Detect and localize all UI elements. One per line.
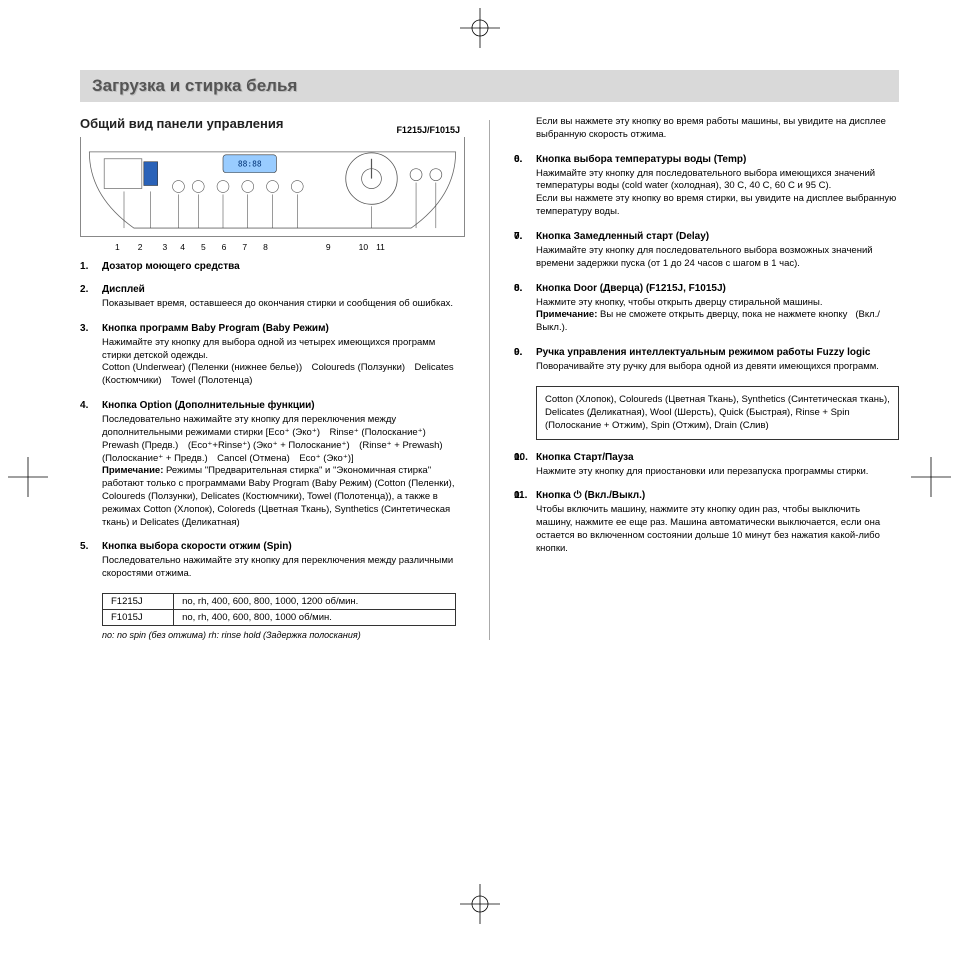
right-intro: Если вы нажмете эту кнопку во время рабо… [514, 116, 899, 142]
crop-mark-right [911, 457, 951, 497]
item-title: Кнопка ⏻ (Вкл./Выкл.) [536, 490, 899, 501]
callout-6: 6 [222, 242, 227, 252]
item-body: Нажмите эту кнопку для приостановки или … [536, 466, 899, 479]
item-body: Поворачивайте эту ручку для выбора одной… [536, 361, 899, 374]
callout-2: 2 [138, 242, 143, 252]
spin-table: F1215J no, rh, 400, 600, 800, 1000, 1200… [102, 593, 456, 626]
item-body: Нажимайте эту кнопку для последовательно… [536, 168, 899, 219]
right-item-list: 6. Кнопка выбора температуры воды (Temp) Н… [514, 154, 899, 556]
callout-5: 5 [201, 242, 206, 252]
item-note: Примечание: Режимы "Предварительная стир… [102, 465, 465, 529]
left-column: Общий вид панели управления F1215J/F1015… [80, 116, 465, 640]
item-title: Кнопка выбора температуры воды (Temp) [536, 154, 899, 165]
callout-3: 3 [162, 242, 167, 252]
list-item: 8. Кнопка Door (Дверца) (F1215J, F1015J) Н… [514, 283, 899, 335]
list-item: Кнопка выбора скорости отжим (Spin) После… [80, 541, 465, 581]
callout-8: 8 [263, 242, 268, 252]
title-banner: Загрузка и стирка белья [80, 70, 899, 102]
list-item: Кнопка Option (Дополнительные функции) По… [80, 400, 465, 529]
column-divider [489, 120, 490, 640]
panel-diagram: 88:88 [81, 137, 464, 236]
right-column: Если вы нажмете эту кнопку во время рабо… [514, 116, 899, 640]
item-title: Кнопка выбора скорости отжим (Spin) [102, 541, 465, 552]
list-item: Дисплей Показывает время, оставшееся до о… [80, 284, 465, 311]
list-item: 9. Ручка управления интеллектуальным режи… [514, 347, 899, 374]
left-item-list: Дозатор моющего средства Дисплей Показывае… [80, 261, 465, 581]
item-body: Последовательно нажимайте эту кнопку для… [102, 555, 465, 581]
item-body: Последовательно нажимайте эту кнопку для… [102, 414, 465, 465]
item-note: Примечание: Вы не сможете открыть дверцу… [536, 309, 899, 335]
list-item: 11. Кнопка ⏻ (Вкл./Выкл.) Чтобы включить м… [514, 490, 899, 555]
item-title: Дисплей [102, 284, 465, 295]
item-body: Нажимайте эту кнопку для последовательно… [536, 245, 899, 271]
list-item: 7. Кнопка Замедленный старт (Delay) Нажима… [514, 231, 899, 271]
list-item: Кнопка программ Baby Program (Baby Режим… [80, 323, 465, 388]
control-panel-figure: F1215J/F1015J 88:88 [80, 137, 465, 237]
callout-11: 11 [376, 242, 385, 252]
item-title: Кнопка Door (Дверца) (F1215J, F1015J) [536, 283, 899, 294]
item-number: 7. [514, 231, 522, 242]
spin-values-2: no, rh, 400, 600, 800, 1000 об/мин. [174, 610, 456, 626]
page-title: Загрузка и стирка белья [92, 76, 887, 96]
item-number: 8. [514, 283, 522, 294]
svg-text:88:88: 88:88 [238, 160, 262, 169]
table-row: F1215J no, rh, 400, 600, 800, 1000, 1200… [103, 594, 456, 610]
model-label: F1215J/F1015J [396, 125, 460, 135]
item-number: 11. [514, 490, 527, 501]
spin-model-2: F1015J [103, 610, 174, 626]
item-title: Кнопка Option (Дополнительные функции) [102, 400, 465, 411]
callout-1: 1 [115, 242, 120, 252]
item-body: Показывает время, оставшееся до окончани… [102, 298, 465, 311]
spin-model-1: F1215J [103, 594, 174, 610]
callout-9: 9 [326, 242, 331, 252]
item-body: Чтобы включить машину, нажмите эту кнопк… [536, 504, 899, 555]
crop-mark-bottom [460, 884, 500, 924]
callout-row: 1 2 3 4 5 6 7 8 9 10 11 [81, 242, 464, 252]
list-item: 10. Кнопка Старт/Пауза Нажмите эту кнопку … [514, 452, 899, 479]
programs-box: Cotton (Хлопок), Coloureds (Цветная Ткан… [536, 386, 899, 440]
item-title: Кнопка Замедленный старт (Delay) [536, 231, 899, 242]
item-title: Дозатор моющего средства [102, 261, 465, 272]
item-title: Ручка управления интеллектуальным режимо… [536, 347, 899, 358]
item-number: 9. [514, 347, 522, 358]
callout-7: 7 [242, 242, 247, 252]
two-column-layout: Общий вид панели управления F1215J/F1015… [80, 116, 899, 640]
item-title: Кнопка Старт/Пауза [536, 452, 899, 463]
item-title: Кнопка программ Baby Program (Baby Режим… [102, 323, 465, 334]
crop-mark-top [460, 8, 500, 48]
page-content: Загрузка и стирка белья Общий вид панели… [80, 70, 899, 844]
crop-mark-left [8, 457, 48, 497]
spin-footnote: no: no spin (без отжима) rh: rinse hold … [102, 630, 465, 640]
table-row: F1015J no, rh, 400, 600, 800, 1000 об/ми… [103, 610, 456, 626]
callout-4: 4 [180, 242, 185, 252]
callout-10: 10 [359, 242, 368, 252]
item-number: 6. [514, 154, 522, 165]
item-body: Нажмите эту кнопку, чтобы открыть дверцу… [536, 297, 899, 310]
item-body: Нажимайте эту кнопку для выбора одной из… [102, 337, 465, 388]
item-number: 10. [514, 452, 528, 463]
spin-values-1: no, rh, 400, 600, 800, 1000, 1200 об/мин… [174, 594, 456, 610]
list-item: Дозатор моющего средства [80, 261, 465, 272]
list-item: 6. Кнопка выбора температуры воды (Temp) Н… [514, 154, 899, 219]
